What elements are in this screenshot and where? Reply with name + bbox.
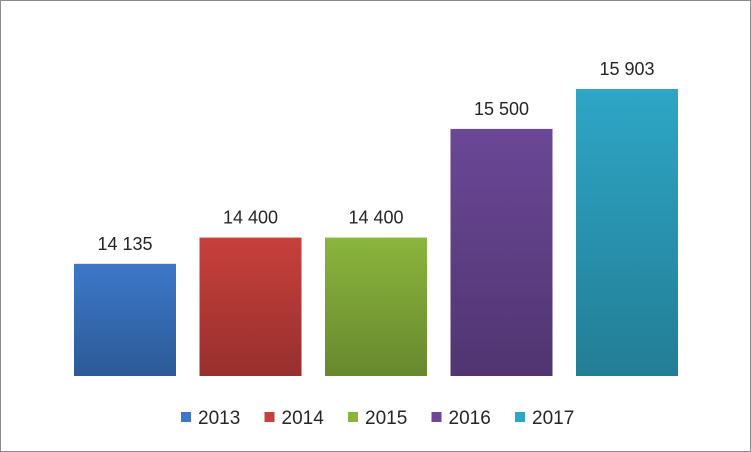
value-label-2015: 14 400: [348, 208, 403, 228]
value-label-2013: 14 135: [97, 234, 152, 254]
value-label-2014: 14 400: [223, 208, 278, 228]
legend-label-2017: 2017: [532, 408, 574, 429]
bar-2015: [325, 237, 427, 376]
legend-label-2014: 2014: [282, 408, 325, 429]
legend-label-2015: 2015: [365, 408, 407, 429]
bar-2013: [74, 263, 176, 376]
legend-swatch-2015: [348, 412, 358, 422]
bars-group: [74, 89, 678, 376]
bar-2014: [199, 237, 302, 376]
bar-2016: [450, 128, 553, 376]
legend-label-2016: 2016: [449, 408, 491, 429]
value-label-2016: 15 500: [474, 99, 529, 119]
legend-swatch-2017: [515, 412, 525, 422]
legend-label-2013: 2013: [198, 408, 240, 429]
legend-swatch-2016: [431, 412, 442, 422]
legend: 2013 2014 2015 2016 2017: [181, 408, 574, 429]
bar-2017: [576, 89, 678, 376]
legend-swatch-2014: [264, 412, 275, 422]
value-labels-group: 14 135 14 400 14 400 15 500 15 903: [97, 59, 654, 254]
legend-swatch-2013: [181, 412, 191, 422]
value-label-2017: 15 903: [599, 59, 654, 79]
